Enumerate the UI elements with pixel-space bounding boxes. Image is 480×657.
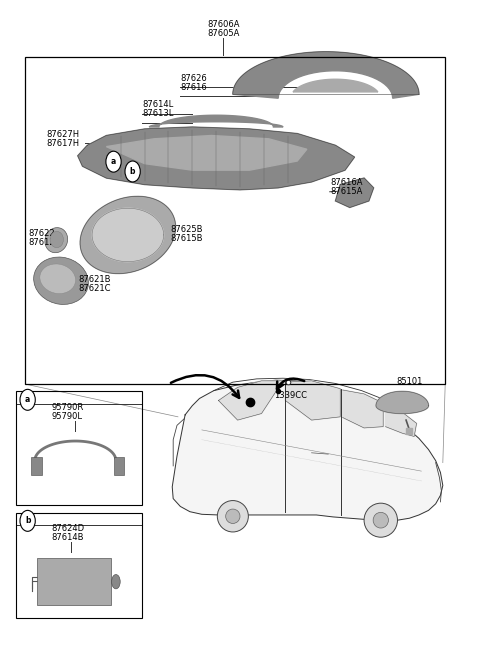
Bar bbox=[25, 57, 445, 384]
Ellipse shape bbox=[112, 574, 120, 589]
Circle shape bbox=[20, 390, 35, 410]
Text: 87615A: 87615A bbox=[331, 187, 363, 196]
Ellipse shape bbox=[226, 509, 240, 524]
Polygon shape bbox=[78, 127, 355, 190]
Polygon shape bbox=[385, 405, 417, 436]
FancyArrowPatch shape bbox=[277, 378, 304, 389]
Text: 95790R: 95790R bbox=[51, 403, 84, 412]
Polygon shape bbox=[149, 115, 283, 127]
Text: 87614L: 87614L bbox=[142, 101, 173, 109]
Text: 87626: 87626 bbox=[180, 74, 207, 83]
Polygon shape bbox=[285, 381, 340, 420]
Text: 87615B: 87615B bbox=[171, 234, 204, 243]
Ellipse shape bbox=[45, 227, 68, 253]
Polygon shape bbox=[336, 178, 373, 208]
Text: 87617H: 87617H bbox=[47, 139, 80, 148]
Text: a: a bbox=[111, 157, 116, 166]
Ellipse shape bbox=[217, 501, 248, 532]
Polygon shape bbox=[343, 390, 383, 428]
Polygon shape bbox=[233, 52, 419, 98]
Polygon shape bbox=[293, 79, 378, 92]
Text: 87622: 87622 bbox=[29, 229, 55, 238]
Text: 1339CC: 1339CC bbox=[274, 391, 307, 399]
Polygon shape bbox=[218, 381, 283, 420]
Text: 85101: 85101 bbox=[396, 377, 422, 386]
Bar bbox=[37, 558, 111, 605]
Bar bbox=[32, 457, 42, 475]
Ellipse shape bbox=[364, 503, 397, 537]
Text: 87613L: 87613L bbox=[142, 110, 174, 118]
Text: b: b bbox=[25, 516, 30, 526]
Bar bbox=[114, 457, 124, 475]
Text: 87624D: 87624D bbox=[51, 524, 84, 533]
Polygon shape bbox=[107, 135, 307, 170]
Polygon shape bbox=[92, 208, 164, 261]
Text: 95790L: 95790L bbox=[51, 413, 83, 421]
Text: 87627H: 87627H bbox=[47, 130, 80, 139]
Circle shape bbox=[20, 510, 35, 532]
Text: 87616A: 87616A bbox=[331, 178, 363, 187]
Text: 87605A: 87605A bbox=[207, 29, 240, 38]
Circle shape bbox=[125, 161, 140, 182]
Text: 87612: 87612 bbox=[29, 238, 55, 248]
Ellipse shape bbox=[50, 231, 63, 248]
Text: 87621C: 87621C bbox=[79, 284, 111, 293]
Ellipse shape bbox=[34, 257, 88, 304]
Text: a: a bbox=[25, 396, 30, 404]
Text: 87616: 87616 bbox=[180, 83, 207, 92]
Bar bbox=[16, 391, 142, 505]
Text: 87614B: 87614B bbox=[51, 533, 84, 542]
Text: 87625B: 87625B bbox=[171, 225, 204, 234]
Text: 87621B: 87621B bbox=[79, 275, 111, 284]
Circle shape bbox=[106, 151, 121, 172]
Ellipse shape bbox=[40, 264, 75, 294]
Ellipse shape bbox=[373, 512, 388, 528]
Bar bbox=[16, 513, 142, 618]
Polygon shape bbox=[376, 392, 429, 413]
Text: 87606A: 87606A bbox=[207, 20, 240, 29]
Polygon shape bbox=[172, 380, 443, 520]
Text: b: b bbox=[130, 167, 135, 176]
FancyArrowPatch shape bbox=[171, 375, 239, 398]
Polygon shape bbox=[80, 196, 176, 273]
